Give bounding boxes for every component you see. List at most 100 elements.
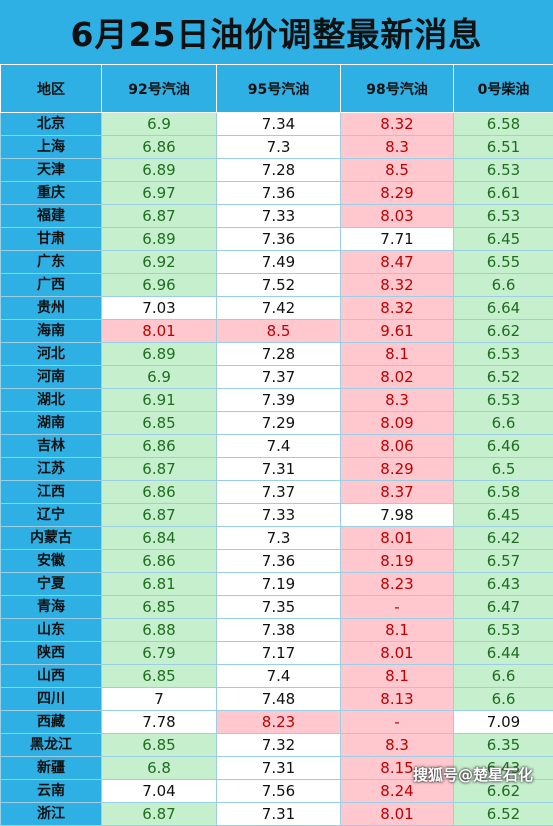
price-cell: 6.45 xyxy=(454,504,553,527)
region-cell: 江西 xyxy=(1,481,102,504)
price-cell: 8.09 xyxy=(341,412,454,435)
price-cell: 6.6 xyxy=(454,665,553,688)
price-cell: 6.89 xyxy=(102,343,217,366)
price-cell: 6.42 xyxy=(454,527,553,550)
price-cell: 6.97 xyxy=(102,182,217,205)
price-cell: 8.03 xyxy=(341,205,454,228)
price-cell: 7.36 xyxy=(217,182,341,205)
price-cell: 6.92 xyxy=(102,251,217,274)
price-cell: 6.43 xyxy=(454,757,553,780)
region-cell: 陕西 xyxy=(1,642,102,665)
price-cell: 7.98 xyxy=(341,504,454,527)
region-cell: 重庆 xyxy=(1,182,102,205)
price-cell: 7.31 xyxy=(217,757,341,780)
price-cell: 6.96 xyxy=(102,274,217,297)
price-cell: 6.53 xyxy=(454,389,553,412)
price-cell: 6.85 xyxy=(102,596,217,619)
price-cell: 7.32 xyxy=(217,734,341,757)
price-cell: 7.28 xyxy=(217,343,341,366)
price-cell: 6.62 xyxy=(454,320,553,343)
price-cell: 6.64 xyxy=(454,297,553,320)
price-cell: 6.47 xyxy=(454,596,553,619)
price-cell: 8.23 xyxy=(341,573,454,596)
price-cell: 8.3 xyxy=(341,389,454,412)
page-title: 6月25日油价调整最新消息 xyxy=(0,0,553,64)
region-cell: 青海 xyxy=(1,596,102,619)
region-cell: 山西 xyxy=(1,665,102,688)
price-cell: 7.09 xyxy=(454,711,553,734)
region-cell: 北京 xyxy=(1,113,102,136)
price-cell: 6.46 xyxy=(454,435,553,458)
price-cell: 6.87 xyxy=(102,504,217,527)
price-cell: 6.53 xyxy=(454,343,553,366)
region-cell: 西藏 xyxy=(1,711,102,734)
price-cell: 8.19 xyxy=(341,550,454,573)
price-cell: 8.15 xyxy=(341,757,454,780)
price-cell: 6.89 xyxy=(102,228,217,251)
header-0-diesel: 0号柴油 xyxy=(454,65,553,113)
region-cell: 广西 xyxy=(1,274,102,297)
price-cell: 7.48 xyxy=(217,688,341,711)
price-cell: 8.32 xyxy=(341,297,454,320)
price-cell: 7.4 xyxy=(217,665,341,688)
price-cell: 7.37 xyxy=(217,481,341,504)
price-cell: 6.81 xyxy=(102,573,217,596)
price-cell: 7.36 xyxy=(217,550,341,573)
price-cell: 6.53 xyxy=(454,159,553,182)
price-cell: 8.01 xyxy=(341,527,454,550)
price-cell: 8.06 xyxy=(341,435,454,458)
price-cell: 6.58 xyxy=(454,113,553,136)
price-cell: 8.37 xyxy=(341,481,454,504)
price-cell: 6.86 xyxy=(102,136,217,159)
region-cell: 江苏 xyxy=(1,458,102,481)
price-cell: 6.84 xyxy=(102,527,217,550)
region-cell: 湖南 xyxy=(1,412,102,435)
price-cell: 7.34 xyxy=(217,113,341,136)
price-cell: 6.44 xyxy=(454,642,553,665)
price-cell: 8.29 xyxy=(341,182,454,205)
price-cell: 8.02 xyxy=(341,366,454,389)
price-cell: 6.89 xyxy=(102,159,217,182)
region-cell: 黑龙江 xyxy=(1,734,102,757)
price-cell: 6.6 xyxy=(454,688,553,711)
price-cell: 8.1 xyxy=(341,665,454,688)
region-cell: 河南 xyxy=(1,366,102,389)
price-cell: 7.35 xyxy=(217,596,341,619)
region-cell: 宁夏 xyxy=(1,573,102,596)
region-cell: 云南 xyxy=(1,780,102,803)
price-cell: 7.28 xyxy=(217,159,341,182)
price-cell: 7.03 xyxy=(102,297,217,320)
price-cell: 7.42 xyxy=(217,297,341,320)
region-cell: 甘肃 xyxy=(1,228,102,251)
price-cell: 8.3 xyxy=(341,734,454,757)
price-cell: 7.29 xyxy=(217,412,341,435)
price-cell: 7.39 xyxy=(217,389,341,412)
price-cell: 8.1 xyxy=(341,343,454,366)
price-cell: 6.86 xyxy=(102,550,217,573)
price-cell: 7.31 xyxy=(217,803,341,826)
price-cell: 8.29 xyxy=(341,458,454,481)
price-cell: 7.78 xyxy=(102,711,217,734)
price-cell: 6.35 xyxy=(454,734,553,757)
region-cell: 上海 xyxy=(1,136,102,159)
price-cell: 8.5 xyxy=(217,320,341,343)
price-cell: 8.47 xyxy=(341,251,454,274)
